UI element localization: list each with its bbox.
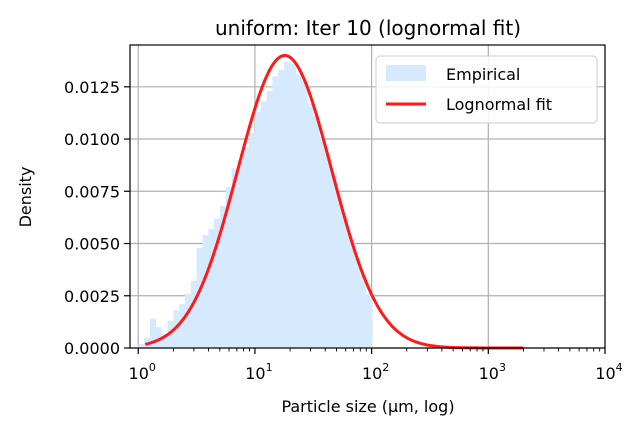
histogram-bars xyxy=(138,61,373,349)
x-axis-label: Particle size (µm, log) xyxy=(281,397,454,416)
histogram-bar xyxy=(190,281,197,348)
legend-box xyxy=(375,55,598,124)
histogram-bar xyxy=(278,70,285,348)
histogram-bar xyxy=(313,116,320,348)
histogram-bar xyxy=(295,74,302,348)
histogram-bar xyxy=(149,318,157,348)
histogram-bar xyxy=(260,101,268,349)
histogram-bar xyxy=(301,80,308,348)
legend-label-lognormal-fit: Lognormal fit xyxy=(446,95,552,114)
histogram-bar xyxy=(319,136,326,348)
histogram-bar xyxy=(336,193,343,348)
histogram-bar xyxy=(359,274,367,348)
histogram-bar xyxy=(214,218,221,348)
y-tick-label: 0.0000 xyxy=(64,339,120,358)
histogram-bar xyxy=(266,90,273,348)
x-tick-label: 104 xyxy=(595,361,622,383)
histogram-bar xyxy=(155,327,162,348)
histogram-bar xyxy=(330,172,337,348)
histogram-bar xyxy=(138,343,145,348)
y-tick-label: 0.0050 xyxy=(64,235,120,254)
legend-swatch-empirical xyxy=(386,65,426,81)
histogram-bar xyxy=(196,247,203,348)
histogram-bar xyxy=(231,168,238,348)
histogram-bar xyxy=(342,216,349,348)
histogram-bar xyxy=(208,228,215,348)
histogram-bar xyxy=(348,237,355,348)
x-axis-ticks: 100 101 102 103 104 xyxy=(129,348,623,383)
y-tick-label: 0.0025 xyxy=(64,287,120,306)
histogram-bar xyxy=(284,61,291,348)
x-tick-label: 100 xyxy=(129,361,156,383)
histogram-bar xyxy=(161,333,168,348)
histogram-bar xyxy=(254,111,262,349)
histogram-bar xyxy=(365,293,373,348)
histogram-bar xyxy=(237,159,244,348)
histogram-bar xyxy=(249,132,256,348)
x-tick-label: 103 xyxy=(479,361,506,383)
y-tick-label: 0.0100 xyxy=(64,130,120,149)
histogram-bar xyxy=(184,293,192,348)
x-tick-label: 102 xyxy=(362,361,389,383)
plot-frame xyxy=(129,44,606,349)
y-axis-ticks: 0.0000 0.0025 0.0050 0.0075 0.0100 0.0125 xyxy=(64,78,130,358)
histogram-bar xyxy=(179,304,186,348)
histogram-bar xyxy=(354,258,361,348)
y-axis-label: Density xyxy=(16,167,35,228)
histogram-bar xyxy=(324,155,332,348)
histogram-bar xyxy=(290,63,297,349)
histogram-bar xyxy=(202,235,209,348)
histogram-bar xyxy=(167,320,174,348)
legend: Empirical Lognormal fit xyxy=(375,55,598,124)
y-tick-label: 0.0125 xyxy=(64,78,120,97)
histogram-bar xyxy=(225,187,232,348)
histogram-bar xyxy=(272,76,279,349)
x-tick-label: 101 xyxy=(245,361,272,383)
chart-title: uniform: Iter 10 (lognormal fit) xyxy=(215,16,521,40)
histogram-bar xyxy=(219,205,227,348)
legend-label-empirical: Empirical xyxy=(446,65,520,84)
y-tick-label: 0.0075 xyxy=(64,182,120,201)
histogram-bar xyxy=(307,103,314,348)
histogram-bar xyxy=(243,147,250,348)
